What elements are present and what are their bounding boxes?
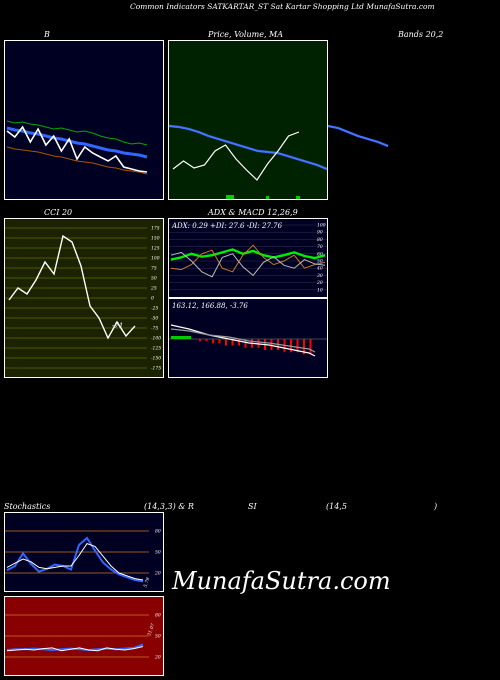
rsi-params: (14,5 xyxy=(326,502,347,511)
indicator-series-line xyxy=(6,646,144,652)
macd-signal-line xyxy=(170,328,316,353)
macd-readout: 163.12, 166.88, -3.76 xyxy=(172,302,248,310)
macd-histogram-bar xyxy=(296,339,299,353)
volume-bar xyxy=(226,195,234,199)
adx-series-line xyxy=(170,248,326,261)
price-ma-line xyxy=(169,124,327,171)
stoch-last-value: 5.79 xyxy=(142,577,151,589)
indicator-tick-label: 80 xyxy=(155,529,161,535)
adx-tick-label: 50 xyxy=(317,259,323,265)
adx-tick-label: 90 xyxy=(317,230,323,236)
macd-histogram-bar xyxy=(244,339,247,348)
macd-histogram-bar xyxy=(225,339,227,346)
cci-chart: 175 150 125 100 75 50 25 0 -25 -50 -75 -100 -125 -150… xyxy=(5,226,161,372)
cci-tick-label: 150 xyxy=(151,236,160,242)
macd-histogram-bar xyxy=(231,339,234,346)
cci-tick-label: -150 xyxy=(151,356,161,362)
rsi-panel: 80 50 20 31.07 xyxy=(4,596,164,676)
adx-series-line xyxy=(170,251,326,278)
indicator-tick-label: 50 xyxy=(155,550,161,556)
macd-histogram-bar xyxy=(303,339,305,355)
adx-panel: 100 90 80 70 60 50 40 30 20 10 ADX: 0.29 +DI: 27.… xyxy=(168,218,328,298)
price-continuation xyxy=(328,124,389,148)
rsi-chart: 80 50 20 31.07 xyxy=(5,613,161,661)
cci-tick-label: -50 xyxy=(151,316,158,322)
rsi-last-value: 31.07 xyxy=(146,623,156,637)
bollinger-series-line xyxy=(6,126,148,159)
volume-line xyxy=(172,131,300,181)
macd-histogram-bar xyxy=(238,339,240,346)
indicator-tick-label: 50 xyxy=(155,634,161,640)
macd-histogram-bar xyxy=(212,339,214,344)
adx-tick-label: 20 xyxy=(316,280,323,286)
rsi-close: ) xyxy=(434,502,438,511)
macd-line xyxy=(170,324,316,357)
macd-histogram-bar xyxy=(218,339,221,344)
cci-tick-label: 125 xyxy=(151,246,160,252)
cci-panel: 175 150 125 100 75 50 25 0 -25 -50 -75 -100 -125 -150… xyxy=(4,218,164,378)
adx-tick-label: 60 xyxy=(317,251,323,257)
indicator-tick-label: 20 xyxy=(154,655,161,661)
macd-histogram-bar xyxy=(199,339,201,342)
adx-readout: ADX: 0.29 +DI: 27.6 -DI: 27.76 xyxy=(171,222,283,230)
adx-series-line xyxy=(170,244,326,273)
header-title-text: ommon Indicators SATKARTAR_ST Sat Kartar… xyxy=(135,2,435,11)
macd-histogram-bar xyxy=(309,339,312,355)
macd-histogram-bar xyxy=(205,339,208,342)
macd-panel: 163.12, 166.88, -3.76 xyxy=(168,298,328,378)
cci-tick-label: 100 xyxy=(151,256,160,262)
cci-line xyxy=(8,234,136,340)
adx-tick-label: 70 xyxy=(317,244,323,250)
bollinger-series-line xyxy=(6,125,148,173)
stoch-label: Stochastics xyxy=(4,502,51,511)
header-title: Common Indicators SATKARTAR_ST Sat Karta… xyxy=(130,2,435,11)
bollinger-series-line xyxy=(6,146,148,175)
cci-tick-label: -175 xyxy=(151,366,161,372)
rsi-label: SI xyxy=(248,502,257,511)
price-panel xyxy=(168,40,328,200)
macd-histogram-bar xyxy=(270,339,273,350)
bollinger-label: B xyxy=(44,30,50,39)
cci-tick-label: -125 xyxy=(151,346,161,352)
indicator-tick-label: 20 xyxy=(154,571,161,577)
watermark: MunafaSutra.com xyxy=(172,567,391,595)
cci-tick-label: -75 xyxy=(151,326,158,332)
volume-bar xyxy=(266,196,269,199)
stochastics-panel: 80 50 20 5.79 xyxy=(4,512,164,592)
price-continuation-ma xyxy=(328,124,389,148)
adx-tick-label: 100 xyxy=(317,223,326,229)
cci-label: CCI 20 xyxy=(44,208,73,217)
indicator-series-line xyxy=(6,536,144,583)
cci-tick-label: 75 xyxy=(151,266,157,272)
cci-tick-label: 25 xyxy=(150,286,157,292)
cci-tick-label: -100 xyxy=(151,336,161,342)
adx-tick-label: 10 xyxy=(317,287,323,293)
adx-tick-label: 80 xyxy=(317,237,323,243)
stochastics-chart: 80 50 20 5.79 xyxy=(5,529,161,589)
bollinger-chart xyxy=(6,120,148,175)
price-label: Price, Volume, MA xyxy=(208,30,284,39)
macd-chart: 163.12, 166.88, -3.76 xyxy=(169,302,327,357)
cci-tick-label: 50 xyxy=(151,276,157,282)
header-title-prefix: C xyxy=(130,2,136,11)
bollinger-panel xyxy=(4,40,164,200)
macd-histogram-bar xyxy=(290,339,292,353)
cci-tick-label: 0 xyxy=(151,296,154,302)
price-chart xyxy=(169,124,327,199)
indicator-series-line xyxy=(6,543,144,581)
indicator-tick-label: 80 xyxy=(155,613,161,619)
stoch-params: (14,3,3) & R xyxy=(144,502,194,511)
bands-label: Bands 20,2 xyxy=(398,30,444,39)
bollinger-series-line xyxy=(6,120,148,146)
cci-tick-label: 175 xyxy=(151,226,160,232)
macd-histogram-bar xyxy=(171,336,191,339)
cci-tick-label: -25 xyxy=(151,306,158,312)
volume-bar xyxy=(296,196,300,199)
adx-tick-label: 40 xyxy=(316,266,323,272)
cci-last-value: -71 xyxy=(112,322,123,330)
adx-tick-label: 30 xyxy=(317,273,323,279)
adx-label: ADX & MACD 12,26,9 xyxy=(208,208,298,217)
